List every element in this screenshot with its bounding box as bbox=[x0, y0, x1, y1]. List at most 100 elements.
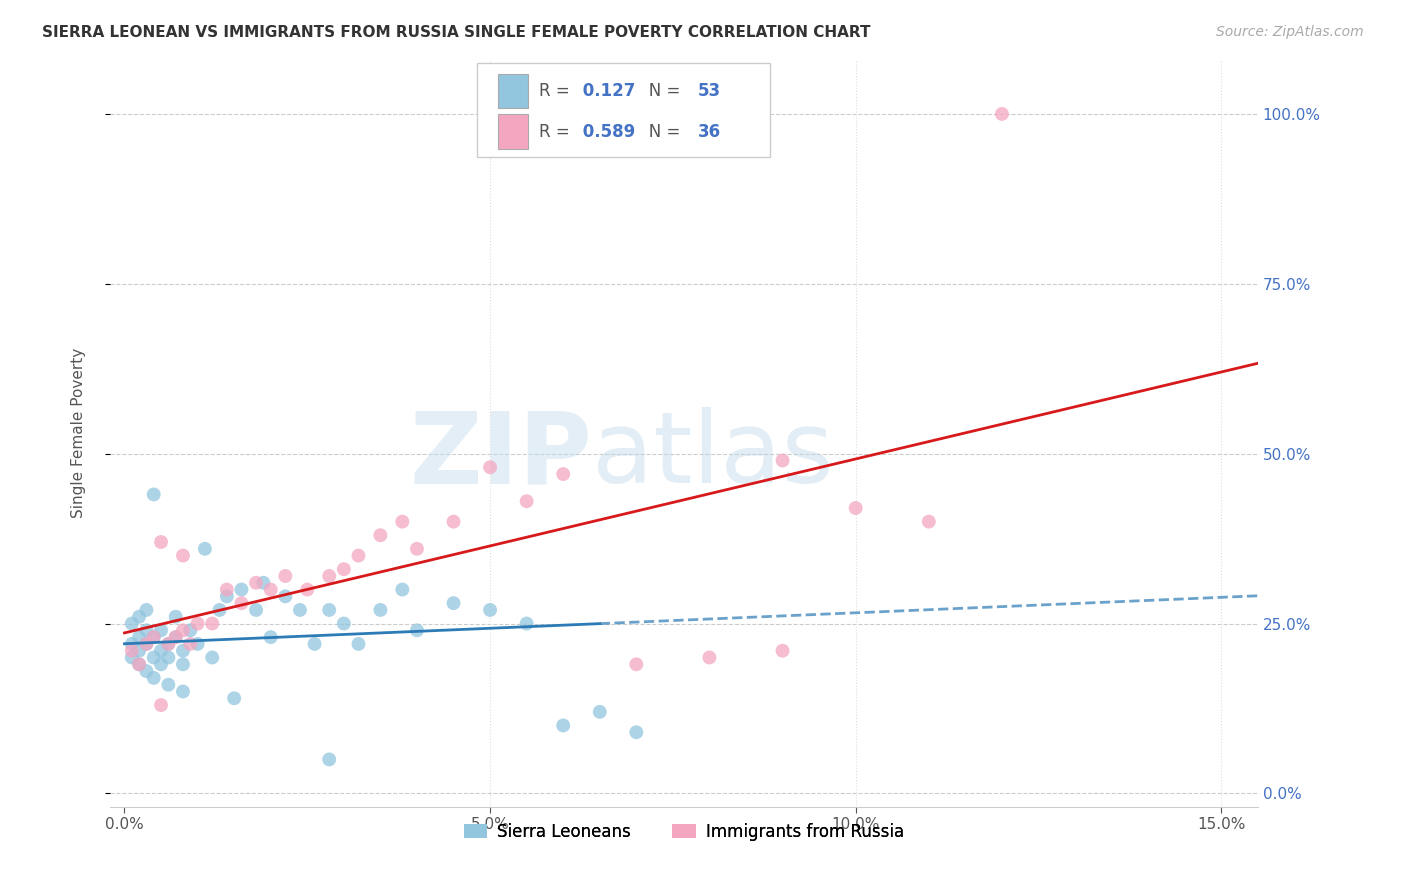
Point bbox=[224, 691, 246, 706]
Point bbox=[121, 643, 143, 657]
FancyBboxPatch shape bbox=[498, 114, 527, 149]
Point bbox=[589, 705, 612, 719]
Point bbox=[288, 603, 311, 617]
Point bbox=[626, 725, 648, 739]
Point bbox=[245, 575, 267, 590]
Point bbox=[347, 549, 370, 563]
Point bbox=[150, 657, 173, 672]
Point bbox=[150, 624, 173, 638]
Text: atlas: atlas bbox=[592, 408, 834, 504]
Text: Source: ZipAtlas.com: Source: ZipAtlas.com bbox=[1216, 25, 1364, 39]
Point bbox=[157, 637, 180, 651]
Point bbox=[318, 603, 340, 617]
Point bbox=[187, 637, 209, 651]
Point bbox=[297, 582, 319, 597]
Point bbox=[260, 630, 283, 644]
Point bbox=[406, 624, 429, 638]
Point bbox=[208, 603, 231, 617]
Point bbox=[135, 637, 157, 651]
Point bbox=[274, 569, 297, 583]
Point bbox=[699, 650, 721, 665]
Point bbox=[135, 664, 157, 678]
Text: ZIP: ZIP bbox=[409, 408, 592, 504]
Point bbox=[443, 515, 465, 529]
Point bbox=[142, 630, 165, 644]
Point bbox=[201, 650, 224, 665]
Point bbox=[201, 616, 224, 631]
FancyBboxPatch shape bbox=[498, 74, 527, 108]
Text: R =: R = bbox=[538, 122, 575, 141]
Point bbox=[128, 630, 150, 644]
Y-axis label: Single Female Poverty: Single Female Poverty bbox=[72, 348, 86, 518]
Point bbox=[252, 575, 274, 590]
Point bbox=[479, 460, 502, 475]
Point bbox=[157, 637, 180, 651]
Point bbox=[391, 582, 413, 597]
Point bbox=[347, 637, 370, 651]
Point bbox=[157, 678, 180, 692]
Point bbox=[172, 657, 194, 672]
Point bbox=[165, 630, 187, 644]
Point bbox=[121, 637, 143, 651]
Point bbox=[179, 624, 201, 638]
Point bbox=[142, 630, 165, 644]
Point bbox=[172, 549, 194, 563]
Point bbox=[194, 541, 217, 556]
Point bbox=[991, 107, 1014, 121]
Point bbox=[479, 603, 502, 617]
Text: R =: R = bbox=[538, 82, 575, 100]
Text: SIERRA LEONEAN VS IMMIGRANTS FROM RUSSIA SINGLE FEMALE POVERTY CORRELATION CHART: SIERRA LEONEAN VS IMMIGRANTS FROM RUSSIA… bbox=[42, 25, 870, 40]
Point bbox=[128, 609, 150, 624]
Text: 53: 53 bbox=[697, 82, 721, 100]
Point bbox=[215, 582, 238, 597]
Point bbox=[172, 643, 194, 657]
Point bbox=[150, 643, 173, 657]
Point bbox=[304, 637, 326, 651]
Point bbox=[772, 643, 794, 657]
Point bbox=[215, 590, 238, 604]
Point bbox=[516, 494, 538, 508]
Point bbox=[370, 603, 392, 617]
Point bbox=[245, 603, 267, 617]
Point bbox=[121, 616, 143, 631]
Point bbox=[391, 515, 413, 529]
Point bbox=[179, 637, 201, 651]
Text: N =: N = bbox=[633, 122, 686, 141]
Point bbox=[626, 657, 648, 672]
Point bbox=[318, 752, 340, 766]
Point bbox=[135, 637, 157, 651]
Point bbox=[516, 616, 538, 631]
Point bbox=[406, 541, 429, 556]
Point bbox=[142, 487, 165, 501]
FancyBboxPatch shape bbox=[477, 63, 770, 157]
Point bbox=[142, 671, 165, 685]
Point bbox=[318, 569, 340, 583]
Point bbox=[370, 528, 392, 542]
Point bbox=[172, 624, 194, 638]
Text: 36: 36 bbox=[697, 122, 721, 141]
Point bbox=[231, 582, 253, 597]
Point bbox=[128, 657, 150, 672]
Text: 0.589: 0.589 bbox=[576, 122, 636, 141]
Point bbox=[553, 467, 575, 481]
Point bbox=[135, 603, 157, 617]
Point bbox=[128, 643, 150, 657]
Text: 0.127: 0.127 bbox=[576, 82, 636, 100]
Point bbox=[187, 616, 209, 631]
Point bbox=[845, 501, 868, 516]
Point bbox=[128, 657, 150, 672]
Point bbox=[150, 535, 173, 549]
Point bbox=[142, 650, 165, 665]
Point bbox=[157, 650, 180, 665]
Legend: Sierra Leoneans, Immigrants from Russia: Sierra Leoneans, Immigrants from Russia bbox=[457, 816, 911, 847]
Point bbox=[231, 596, 253, 610]
Point bbox=[150, 698, 173, 712]
Point bbox=[333, 616, 356, 631]
Point bbox=[165, 630, 187, 644]
Point bbox=[121, 650, 143, 665]
Point bbox=[772, 453, 794, 467]
Point bbox=[260, 582, 283, 597]
Point bbox=[918, 515, 941, 529]
Point bbox=[553, 718, 575, 732]
Point bbox=[135, 624, 157, 638]
